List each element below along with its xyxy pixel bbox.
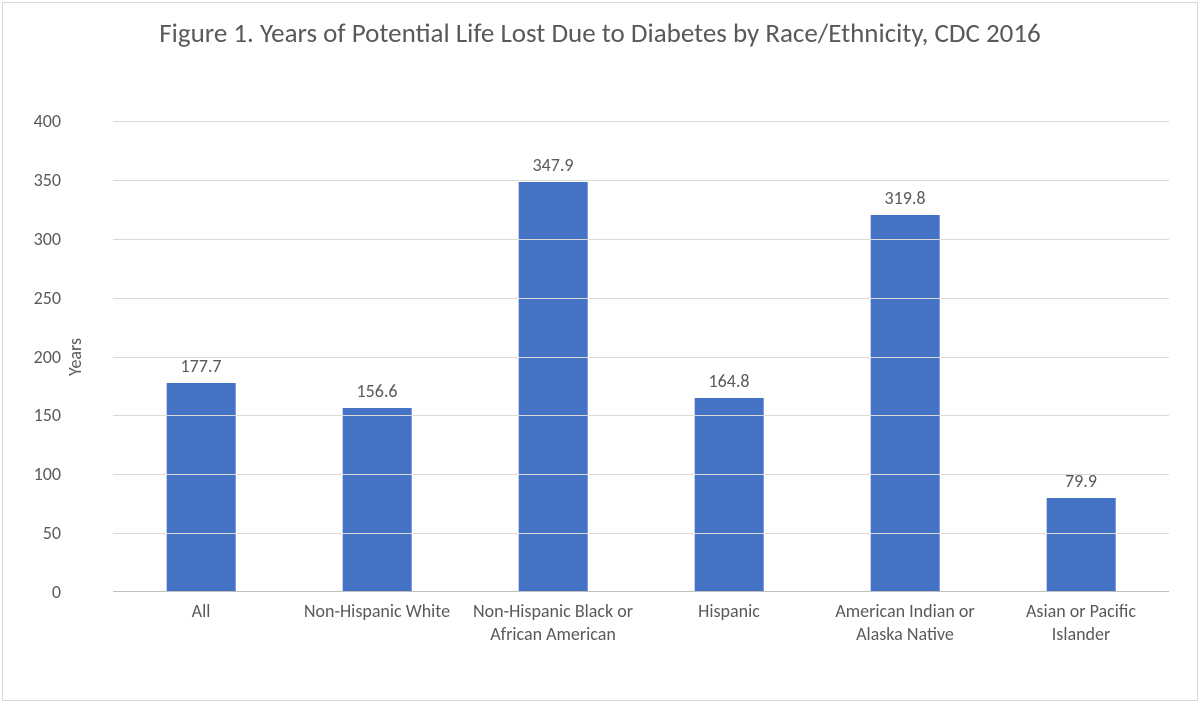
- x-axis-label: Asian or Pacific Islander: [993, 596, 1169, 682]
- y-tick-label: 400: [13, 110, 61, 132]
- y-tick-label: 0: [13, 581, 61, 603]
- chart-container: Figure 1. Years of Potential Life Lost D…: [2, 2, 1198, 701]
- plot-area: 177.7 156.6 347.9 164.8 319.8 79.9: [113, 121, 1169, 592]
- y-tick-label: 150: [13, 404, 61, 426]
- bar-value-label: 164.8: [708, 370, 749, 392]
- bar: [343, 408, 412, 592]
- bar: [871, 215, 940, 592]
- chart-title: Figure 1. Years of Potential Life Lost D…: [3, 3, 1197, 57]
- y-tick-label: 350: [13, 169, 61, 191]
- gridline: [113, 239, 1169, 240]
- bar-value-label: 319.8: [884, 187, 925, 209]
- bar-value-label: 156.6: [356, 380, 397, 402]
- gridline: [113, 180, 1169, 181]
- y-tick-labels: 050100150200250300350400: [13, 121, 61, 592]
- baseline: [113, 591, 1169, 592]
- bar-value-label: 347.9: [532, 154, 573, 176]
- bar: [1047, 498, 1116, 592]
- bar: [167, 383, 236, 592]
- x-axis-label: All: [113, 596, 289, 682]
- plot-wrap: Years 050100150200250300350400 177.7156.…: [65, 121, 1169, 592]
- bar: [695, 398, 764, 592]
- x-axis-labels: AllNon-Hispanic WhiteNon-Hispanic Black …: [113, 596, 1169, 682]
- gridline: [113, 298, 1169, 299]
- x-axis-label: Non-Hispanic White: [289, 596, 465, 682]
- gridline: [113, 415, 1169, 416]
- bar-value-label: 177.7: [180, 355, 221, 377]
- gridline: [113, 533, 1169, 534]
- x-axis-label: Hispanic: [641, 596, 817, 682]
- y-tick-label: 250: [13, 287, 61, 309]
- bar: [519, 182, 588, 592]
- bar-value-label: 79.9: [1065, 470, 1097, 492]
- gridline: [113, 357, 1169, 358]
- y-tick-label: 300: [13, 228, 61, 250]
- y-tick-label: 200: [13, 346, 61, 368]
- gridline: [113, 474, 1169, 475]
- y-axis-title: Years: [64, 337, 86, 375]
- gridline: [113, 121, 1169, 122]
- x-axis-label: Non-Hispanic Black or African American: [465, 596, 641, 682]
- y-tick-label: 50: [13, 522, 61, 544]
- y-tick-label: 100: [13, 463, 61, 485]
- x-axis-label: American Indian or Alaska Native: [817, 596, 993, 682]
